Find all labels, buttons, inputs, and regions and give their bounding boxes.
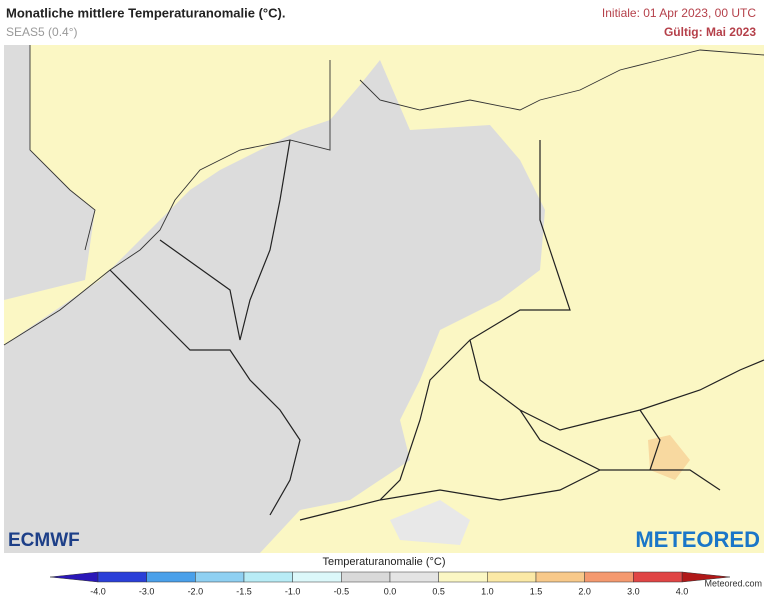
- colorbar-tick-label: -2.0: [188, 586, 204, 596]
- colorbar-tick-label: 0.0: [384, 586, 397, 596]
- colorbar-tick-label: 4.0: [676, 586, 689, 596]
- colorbar-segment: [389, 571, 439, 583]
- colorbar-segment: [633, 571, 683, 583]
- subtitle: SEAS5 (0.4°): [6, 25, 78, 39]
- colorbar: -4.0 -3.0 -2.0 -1.5 -1.0 -0.5 0.0 0.5 1.0 1.5 2.0 3…: [49, 571, 731, 596]
- colorbar-segment: [243, 571, 293, 583]
- colorbar-segment: [97, 571, 147, 583]
- colorbar-tick-label: -0.5: [334, 586, 350, 596]
- colorbar-low: [49, 571, 99, 583]
- uk-land: [4, 45, 95, 300]
- colorbar-segment: [535, 571, 585, 583]
- colorbar-segment: [195, 571, 245, 583]
- map: [3, 45, 765, 553]
- valid-date: Gültig: Mai 2023: [664, 25, 756, 39]
- alps: [390, 500, 470, 545]
- meteored-logo: METEORED: [635, 527, 760, 552]
- ecmwf-logo: ECMWF: [8, 530, 80, 551]
- colorbar-segment: [341, 571, 391, 583]
- colorbar-tick-label: 2.0: [578, 586, 591, 596]
- colorbar-tick-label: -1.0: [285, 586, 301, 596]
- colorbar-tick-label: 1.5: [530, 586, 543, 596]
- title: Monatliche mittlere Temperaturanomalie (…: [6, 5, 285, 20]
- colorbar-segment: [438, 571, 488, 583]
- colorbar-tick-label: 3.0: [627, 586, 640, 596]
- gray-anomaly: [4, 60, 545, 553]
- colorbar-tick-label: 0.5: [432, 586, 445, 596]
- site: Meteored.com: [704, 578, 762, 588]
- colorbar-segment: [487, 571, 537, 583]
- colorbar-segment: [584, 571, 634, 583]
- colorbar-tick-label: -4.0: [90, 586, 106, 596]
- legend-title-box: [290, 555, 480, 569]
- colorbar-segment: [292, 571, 342, 583]
- colorbar-tick-label: -3.0: [139, 586, 155, 596]
- legend-title: Temperaturanomalie (°C): [323, 556, 446, 568]
- country-borders: [109, 139, 765, 521]
- colorbar-segment: [146, 571, 196, 583]
- colorbar-tick-label: 1.0: [481, 586, 494, 596]
- coastline: [3, 45, 765, 346]
- colorbar-tick-label: -1.5: [236, 586, 252, 596]
- init-date: Initiale: 01 Apr 2023, 00 UTC: [602, 6, 756, 20]
